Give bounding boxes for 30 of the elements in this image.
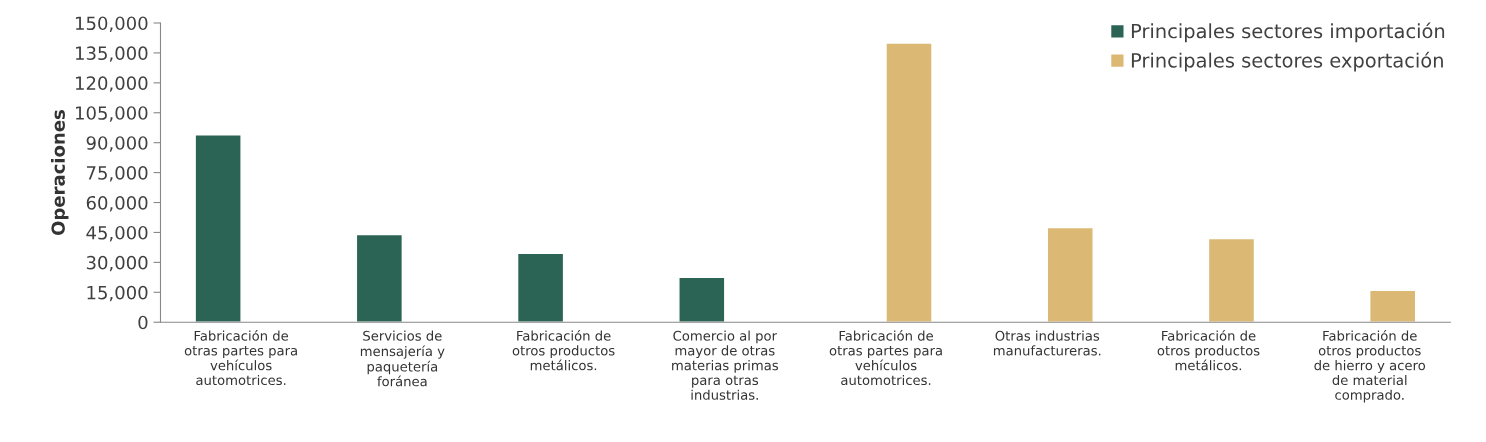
bar [1207, 237, 1256, 323]
bar [355, 233, 404, 323]
y-tick-label: 120,000 [76, 76, 148, 92]
y-tick-label: 105,000 [76, 106, 148, 122]
legend-label: Principales sectores exportación [1131, 51, 1443, 72]
bar [194, 134, 242, 323]
x-tick-label: Fabricación de otras partes para vehículos automotrices. [184, 330, 297, 386]
bar [885, 42, 933, 323]
y-tick-label: 75,000 [86, 166, 148, 182]
bar [1369, 289, 1417, 323]
x-tick-label: Fabricación de otros productos metálicos. [1157, 330, 1260, 371]
bar [678, 276, 726, 323]
y-tick-label: 15,000 [87, 285, 148, 302]
bar [516, 252, 565, 323]
legend-label: Principales sectores importación [1131, 22, 1445, 43]
x-tick-label: Servicios de mensajería y paquetería foránea [360, 330, 445, 387]
x-tick-label: Fabricación de otras partes para vehículos automotrices. [829, 330, 942, 386]
y-tick-label: 150,000 [76, 16, 148, 32]
bar [1046, 226, 1094, 323]
y-tick-label: 0 [138, 315, 148, 330]
x-tick-label: Otras industrias manufactureras. [993, 330, 1101, 356]
y-tick-label: 60,000 [86, 195, 148, 212]
x-tick-label: Fabricación de otros productos metálicos. [512, 330, 615, 371]
y-tick-label: 30,000 [86, 255, 148, 272]
x-tick-label: Comercio al por mayor de otras materias primas para otras industrias. [672, 330, 779, 400]
y-axis-title: Operaciones [50, 110, 69, 236]
y-tick-label: 90,000 [86, 136, 148, 152]
y-tick-label: 45,000 [86, 225, 148, 242]
x-tick-label: Fabricación de otros productos de hierro y acero de material comprado. [1314, 330, 1426, 403]
y-tick-label: 135,000 [76, 46, 148, 62]
